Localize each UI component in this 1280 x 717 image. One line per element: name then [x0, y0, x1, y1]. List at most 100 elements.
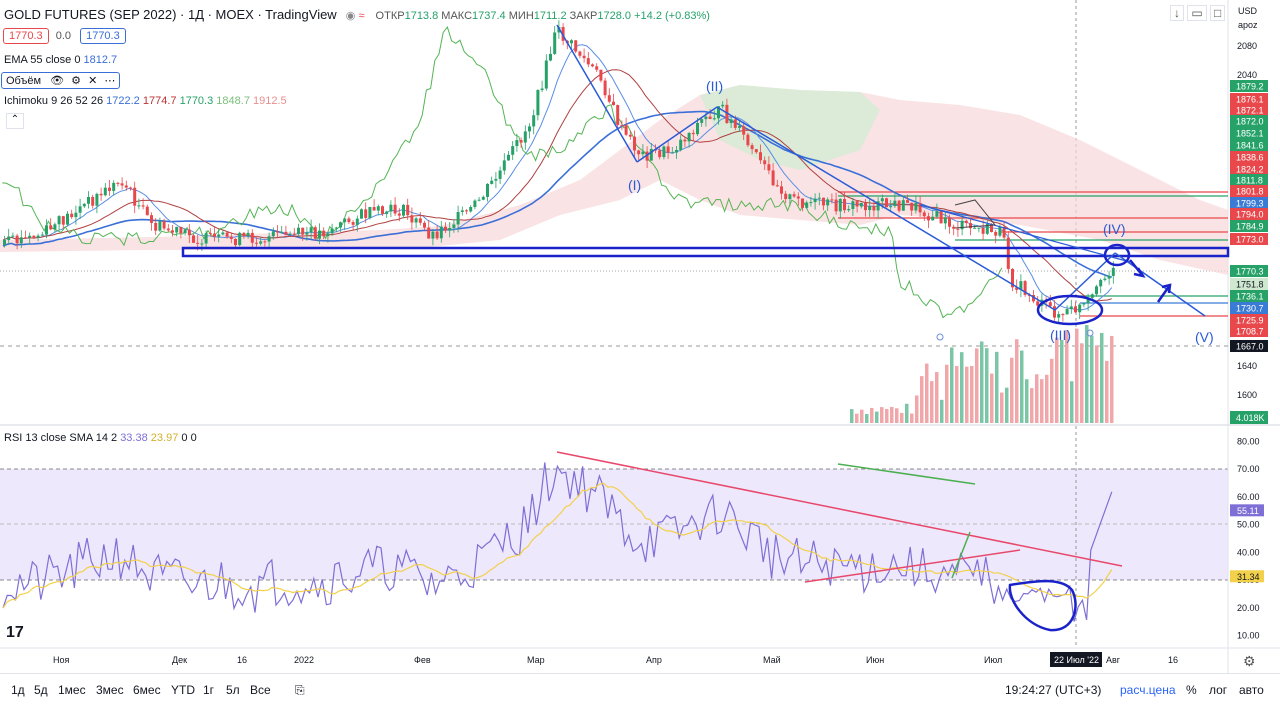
timeframe-6m[interactable]: 6мес — [133, 683, 161, 697]
high-value: 1737.4 — [472, 10, 506, 22]
rsi-y-tick: 20.00 — [1237, 603, 1260, 613]
wave-label-2: (II) — [706, 78, 723, 94]
candle — [910, 202, 914, 216]
candle — [981, 220, 985, 241]
ichimoku-cloud — [0, 85, 1228, 275]
candle — [767, 156, 771, 175]
candle — [1011, 268, 1014, 292]
candle — [775, 179, 779, 187]
log-toggle[interactable]: лог — [1209, 683, 1228, 697]
price-label: 1794.0 — [1230, 208, 1268, 220]
candle — [624, 117, 628, 137]
svg-text:1852.1: 1852.1 — [1236, 129, 1264, 139]
timeframe-1m[interactable]: 1мес — [58, 683, 86, 697]
candle — [154, 218, 158, 235]
auto-toggle[interactable]: авто — [1239, 683, 1264, 697]
price-label: 1841.6 — [1230, 139, 1268, 151]
candle — [805, 200, 809, 210]
timeframe-5y[interactable]: 5л — [226, 683, 240, 697]
volume-legend[interactable]: Объём 👁 ⚙ ✕ ⋯ — [1, 72, 121, 89]
candle — [889, 199, 893, 213]
percent-toggle[interactable]: % — [1186, 683, 1197, 697]
x-tick: Ноя — [53, 655, 70, 665]
x-tick: Май — [763, 655, 781, 665]
timeframe-all[interactable]: Все — [250, 683, 271, 697]
ask-box[interactable]: 1770.3 — [80, 28, 126, 44]
close-icon[interactable]: ✕ — [88, 75, 98, 87]
candle — [343, 218, 347, 231]
maximize-icon[interactable]: □ — [1210, 5, 1226, 21]
candle — [868, 198, 872, 217]
candle — [137, 198, 141, 210]
candle — [897, 200, 901, 213]
candle — [179, 226, 183, 239]
circle-iii — [1036, 294, 1104, 326]
svg-text:1876.1: 1876.1 — [1236, 95, 1264, 105]
gear-icon[interactable]: ⚙ — [71, 75, 82, 87]
time-axis[interactable]: Ноя Дек 16 2022 Фев Мар Апр Май Июн Июл … — [53, 652, 1178, 667]
candle — [628, 130, 632, 140]
rsi-legend[interactable]: RSI 13 close SMA 14 2 33.38 23.97 0 0 — [4, 432, 197, 444]
bottom-toolbar: 1д 5д 1мес 3мес 6мес YTD 1г 5л Все ⎘ 19:… — [0, 673, 1280, 706]
candle — [960, 214, 964, 236]
x-tick: Мар — [527, 655, 545, 665]
y-tick: 1600 — [1237, 390, 1257, 400]
more-icon[interactable]: ⋯ — [104, 75, 116, 87]
candle — [234, 238, 237, 248]
candle — [645, 146, 649, 169]
ichimoku-legend[interactable]: Ichimoku 9 26 52 26 1722.2 1774.7 1770.3… — [4, 95, 287, 107]
volume-bar — [885, 409, 889, 423]
candle — [943, 211, 947, 230]
rsi-axis[interactable]: 80.0070.0060.0050.0040.0030.0020.0010.00… — [1230, 436, 1264, 641]
minimize-icon[interactable]: ▭ — [1187, 5, 1207, 21]
collapse-up-icon[interactable]: ⌃ — [6, 113, 24, 129]
price-axis[interactable]: 2080 2040 1640 1600 USD apoz — [1237, 6, 1258, 400]
wave-icon[interactable]: ≈ — [358, 10, 365, 22]
pane-controls: ↓ ▭ □ — [1170, 5, 1226, 21]
x-tick: Июн — [866, 655, 884, 665]
candle — [687, 132, 691, 148]
eye-icon[interactable]: 👁 — [50, 75, 65, 87]
candle — [738, 120, 741, 132]
timeframe-5d[interactable]: 5д — [34, 683, 48, 697]
candle — [683, 137, 687, 147]
candle — [7, 228, 11, 245]
ema-legend[interactable]: EMA 55 close 0 1812.7 — [4, 54, 117, 66]
svg-text:1801.8: 1801.8 — [1236, 187, 1264, 197]
chart-canvas[interactable]: (I) (II) (III) (IV) (V) 2080 2040 1640 1… — [0, 0, 1280, 673]
candle — [1082, 302, 1086, 308]
date-range-icon[interactable]: ⎘ — [295, 683, 305, 697]
candle — [633, 130, 636, 157]
rsi-y-tick: 60.00 — [1237, 492, 1260, 502]
timeframe-1d[interactable]: 1д — [11, 683, 25, 697]
price-label: 1736.1 — [1230, 290, 1268, 302]
candle — [918, 195, 922, 217]
candle — [792, 191, 796, 199]
volume-bar — [860, 409, 864, 423]
clock-time[interactable]: 19:24:27 (UTC+3) — [1005, 683, 1102, 697]
volume-bar — [980, 341, 984, 423]
ichimoku-v4: 1848.7 — [216, 95, 250, 107]
move-down-icon[interactable]: ↓ — [1170, 5, 1184, 21]
volume-bar — [855, 413, 859, 423]
timeframe-3m[interactable]: 3мес — [96, 683, 124, 697]
candle — [82, 203, 86, 209]
candle — [788, 193, 792, 207]
timeframe-ytd[interactable]: YTD — [171, 683, 195, 697]
y-tick: 2080 — [1237, 41, 1257, 51]
volume-bar — [1090, 335, 1094, 423]
candle — [393, 197, 397, 216]
bid-box[interactable]: 1770.3 — [3, 28, 49, 44]
collapse-icon[interactable]: ◉ — [345, 10, 356, 22]
candle — [1019, 274, 1023, 298]
candle — [1099, 278, 1103, 294]
candle — [45, 219, 48, 239]
candle — [66, 210, 69, 227]
candle — [578, 50, 582, 59]
calc-price-toggle[interactable]: расч.цена — [1120, 683, 1176, 697]
candles — [3, 20, 1115, 325]
timeframe-1y[interactable]: 1г — [203, 683, 215, 697]
candle — [536, 89, 540, 121]
candle — [385, 210, 389, 218]
candle — [515, 133, 519, 152]
